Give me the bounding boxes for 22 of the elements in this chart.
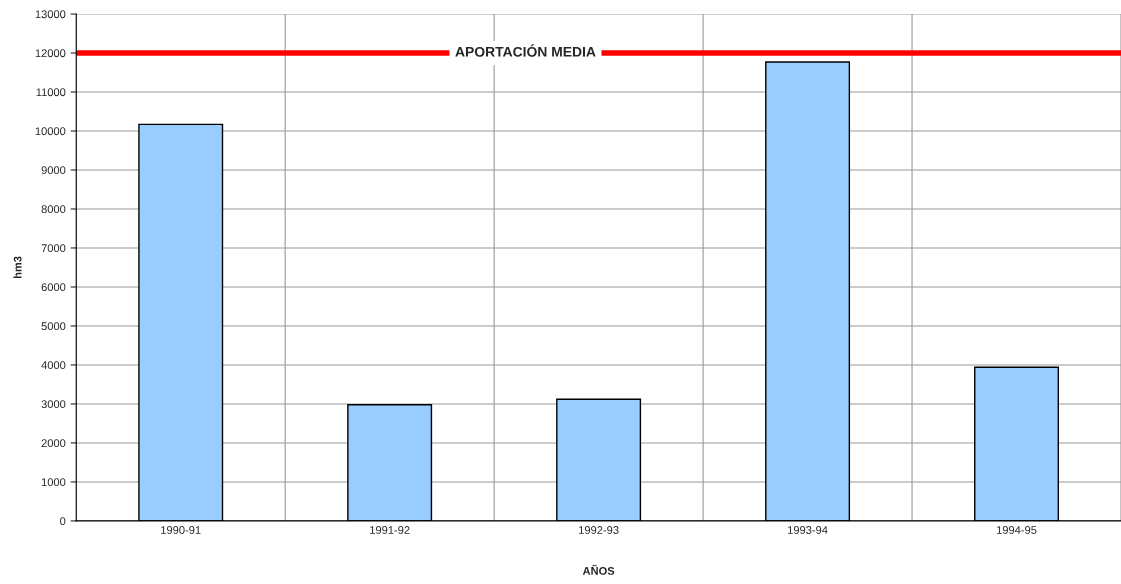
x-tick-label: 1991-92 xyxy=(370,526,410,534)
y-tick-label: 12000 xyxy=(35,49,66,58)
y-tick-label: 0 xyxy=(60,517,66,526)
y-tick-label: 4000 xyxy=(41,361,66,370)
x-tick-label: 1990-91 xyxy=(161,526,201,534)
y-tick-label: 3000 xyxy=(41,400,66,409)
x-tick-label: 1992-93 xyxy=(579,526,619,534)
y-tick-label: 11000 xyxy=(36,88,66,97)
y-tick-label: 2000 xyxy=(41,439,66,448)
y-tick-label: 13000 xyxy=(35,10,66,19)
y-tick-label: 7000 xyxy=(41,244,66,253)
ref-line-label: APORTACIÓN MEDIA xyxy=(455,44,596,57)
y-tick-label: 1000 xyxy=(41,478,66,487)
x-tick-label: 1994-95 xyxy=(996,526,1037,534)
y-axis-title: hm3 xyxy=(13,256,22,279)
y-tick-label: 5000 xyxy=(41,322,66,331)
y-tick-label: 6000 xyxy=(41,283,66,292)
y-tick-label: 8000 xyxy=(41,205,66,214)
x-tick-label: 1993-94 xyxy=(788,526,828,534)
y-tick-label: 10000 xyxy=(35,127,66,136)
x-axis-title: AÑOS xyxy=(582,564,615,575)
y-tick-label: 9000 xyxy=(41,166,66,175)
